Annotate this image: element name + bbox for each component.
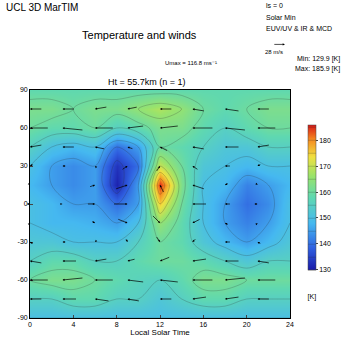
svg-text:8: 8 bbox=[115, 321, 119, 328]
svg-text:EUV/UV & IR & MCD: EUV/UV & IR & MCD bbox=[266, 25, 332, 32]
svg-text:140: 140 bbox=[319, 240, 331, 247]
svg-text:160: 160 bbox=[319, 189, 331, 196]
svg-text:180: 180 bbox=[319, 137, 331, 144]
svg-text:90: 90 bbox=[20, 86, 28, 93]
svg-text:28 m/s: 28 m/s bbox=[265, 49, 283, 55]
svg-text:0: 0 bbox=[28, 321, 32, 328]
svg-text:Temperature and winds: Temperature and winds bbox=[82, 29, 197, 41]
svg-text:30: 30 bbox=[20, 162, 28, 169]
svg-text:130: 130 bbox=[319, 266, 331, 273]
svg-text:0: 0 bbox=[24, 200, 28, 207]
svg-text:20: 20 bbox=[243, 321, 251, 328]
svg-text:-60: -60 bbox=[18, 276, 28, 283]
svg-text:Solar Min: Solar Min bbox=[266, 14, 296, 21]
svg-text:16: 16 bbox=[199, 321, 207, 328]
svg-text:[K]: [K] bbox=[308, 293, 317, 301]
svg-text:170: 170 bbox=[319, 163, 331, 170]
svg-text:4: 4 bbox=[71, 321, 75, 328]
svg-text:60: 60 bbox=[20, 124, 28, 131]
svg-text:ls = 0: ls = 0 bbox=[266, 2, 283, 9]
svg-text:150: 150 bbox=[319, 214, 331, 221]
svg-text:-90: -90 bbox=[18, 314, 28, 321]
svg-text:12: 12 bbox=[156, 321, 164, 328]
svg-text:Min: 129.9 [K]: Min: 129.9 [K] bbox=[297, 55, 340, 63]
svg-text:-30: -30 bbox=[18, 238, 28, 245]
svg-text:24: 24 bbox=[286, 321, 294, 328]
svg-text:UCL 3D MarTIM: UCL 3D MarTIM bbox=[6, 2, 78, 13]
svg-text:Local Solar Time: Local Solar Time bbox=[130, 328, 190, 337]
svg-text:Umax = 116.8 ms⁻¹: Umax = 116.8 ms⁻¹ bbox=[165, 60, 217, 66]
svg-text:Ht = 55.7km (n = 1): Ht = 55.7km (n = 1) bbox=[108, 77, 186, 87]
svg-text:Max: 185.9 [K]: Max: 185.9 [K] bbox=[295, 65, 340, 73]
